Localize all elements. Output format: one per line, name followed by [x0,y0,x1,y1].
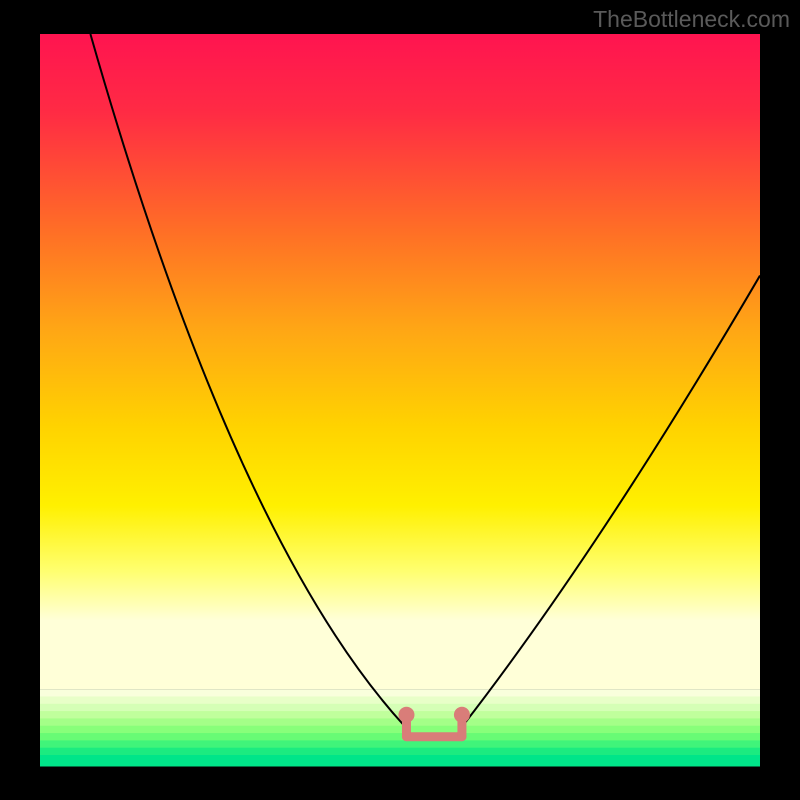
bottleneck-chart [0,0,800,800]
chart-container: TheBottleneck.com [0,0,800,800]
watermark-text: TheBottleneck.com [593,6,790,33]
